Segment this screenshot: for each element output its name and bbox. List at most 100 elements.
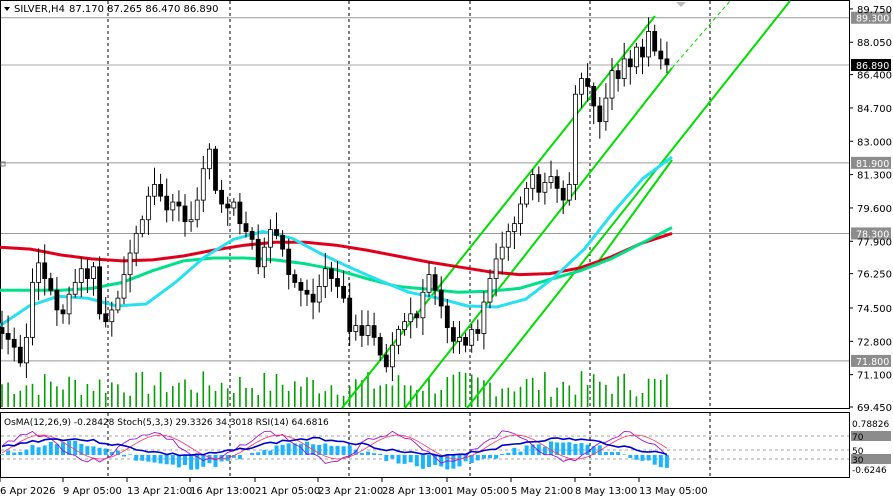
volume-bar: [111, 382, 113, 407]
indicator-panel-frame: [0, 412, 850, 478]
volume-bar: [464, 372, 467, 407]
osma-histogram-bar: [213, 455, 218, 467]
osma-histogram-bar: [61, 442, 65, 455]
price-level-label-box: [851, 227, 891, 240]
indicator-level-label: 30: [852, 456, 864, 466]
y-tick-label: 84.700: [857, 104, 892, 115]
osma-histogram-bar: [488, 455, 492, 459]
volume-bar: [104, 392, 107, 407]
trend-channels[interactable]: [341, 0, 791, 409]
candle-bear: [60, 309, 66, 315]
volume-bar: [629, 390, 632, 407]
candle-bear: [652, 31, 658, 52]
volume-bar: [653, 378, 656, 407]
osma-histogram-bar: [445, 455, 450, 470]
osma-histogram-bar: [628, 455, 633, 458]
volume-bar: [513, 391, 516, 407]
candle-bull: [402, 321, 408, 330]
candle-bull: [261, 246, 267, 268]
osma-histogram-bar: [616, 452, 621, 455]
moving-average-green: [0, 226, 673, 294]
indicator-level-box: [851, 431, 891, 441]
osma-histogram-bar: [420, 455, 425, 469]
candle-bear: [298, 282, 304, 291]
candle-bull: [487, 278, 493, 303]
osma-histogram-bar: [286, 443, 291, 455]
volume-bar: [605, 384, 607, 407]
osma-histogram-bar: [274, 445, 279, 455]
volume-bar: [531, 377, 534, 407]
volume-bar: [348, 386, 351, 407]
indicator-header: OsMA(12,26,9) -0.28428 Stoch(5,3,3) 29.3…: [4, 418, 329, 428]
volume-bar: [544, 372, 546, 407]
volume-bar: [324, 391, 327, 407]
osma-histogram-bar: [164, 455, 169, 465]
volume-bar: [220, 382, 223, 407]
osma-histogram-bar: [134, 455, 139, 461]
chart-shift-marker-icon[interactable]: [676, 2, 686, 7]
osma-histogram-bar: [658, 455, 663, 468]
x-tick-label: 16 Apr 13:00: [190, 486, 255, 497]
candle-bull: [469, 329, 475, 346]
candle-bear: [219, 189, 225, 205]
volume-bar: [416, 390, 418, 407]
volume-bar: [281, 384, 284, 407]
candle-bear: [249, 231, 255, 240]
indicator-level-label: 70: [852, 433, 864, 443]
volume-bar: [239, 376, 241, 407]
volume-bar: [300, 386, 302, 407]
osma-histogram-bar: [561, 442, 566, 455]
volume-bar: [74, 379, 76, 407]
price-level-label: 89.300: [856, 14, 889, 25]
osma-histogram-bar: [176, 455, 181, 468]
osma-histogram-bar: [0, 454, 4, 455]
candlesticks[interactable]: [0, 17, 670, 382]
candle-bear: [591, 85, 597, 107]
volume-bar: [574, 394, 577, 407]
candle-bull: [267, 229, 273, 248]
volume-bar: [123, 392, 125, 407]
volume-bar: [208, 385, 211, 407]
osma-histogram-bar: [396, 455, 401, 464]
candle-bull: [426, 274, 432, 293]
candle-bear: [85, 268, 90, 279]
volume-bar: [483, 380, 485, 407]
candle-bear: [585, 78, 590, 87]
osma-histogram-bar: [640, 455, 645, 461]
candle-bear: [286, 248, 292, 276]
candle-bull: [573, 93, 578, 185]
osma-histogram-bar: [555, 442, 560, 455]
volume-bar: [294, 381, 296, 407]
osma-histogram-bar: [512, 447, 517, 455]
candle-bull: [457, 336, 462, 342]
candle-bull: [646, 31, 651, 58]
osma-histogram-bar: [268, 450, 273, 455]
candle-bear: [335, 278, 340, 287]
volume-bar: [538, 390, 540, 407]
candle-bear: [310, 293, 316, 303]
volume-bar: [562, 381, 564, 407]
price-level-label: 78.300: [856, 229, 889, 240]
candle-bear: [432, 274, 438, 291]
price-level-label: 81.900: [856, 159, 889, 170]
candle-bear: [664, 58, 670, 66]
volume-bar: [617, 376, 619, 407]
volume-bar: [556, 387, 558, 407]
volume-bar: [635, 396, 638, 407]
osma-histogram-bar: [646, 455, 651, 461]
candle-bull: [579, 78, 584, 95]
volume-bar: [159, 372, 162, 407]
volume-bar: [62, 389, 64, 407]
candle-bull: [603, 97, 609, 123]
candle-bull: [200, 168, 206, 201]
symbol-dropdown-icon[interactable]: [4, 7, 10, 11]
osma-histogram-bar: [140, 455, 145, 461]
x-tick-label: 28 Apr 13:00: [382, 486, 447, 497]
osma-histogram-bar: [603, 451, 608, 455]
candle-bull: [481, 301, 487, 334]
osma-histogram-bar: [170, 455, 175, 465]
volume-bar: [550, 396, 552, 407]
